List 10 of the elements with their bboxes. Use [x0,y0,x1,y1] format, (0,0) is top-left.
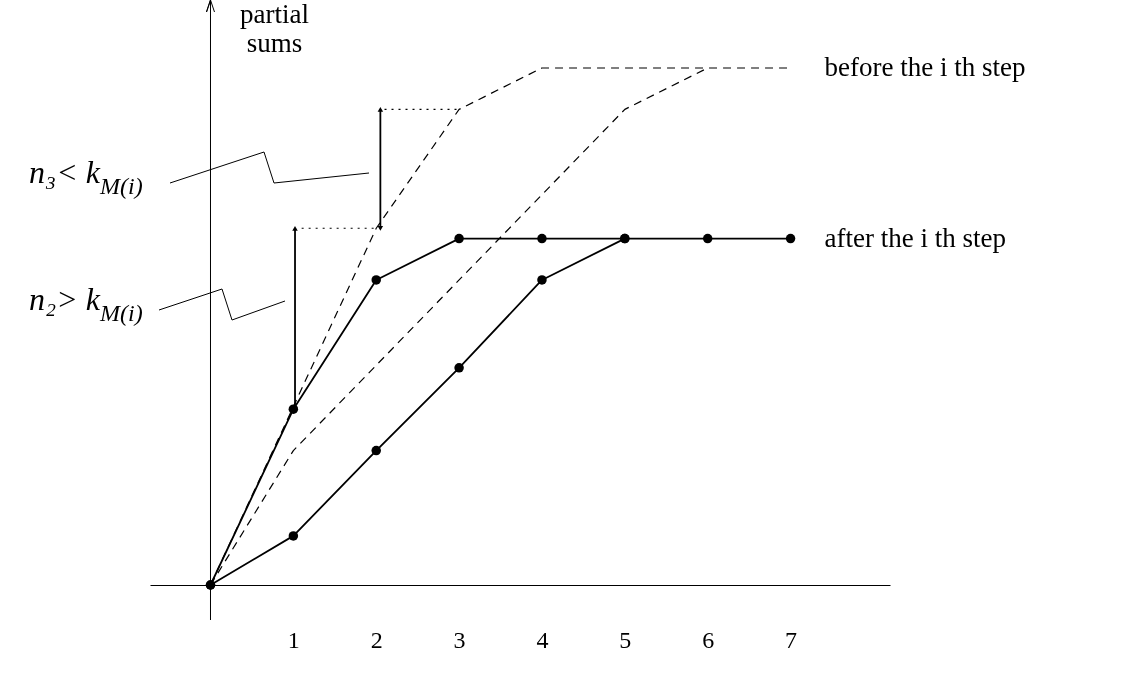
x-tick-label: 6 [702,626,715,653]
annotation: before the i th step [824,52,1026,82]
x-tick-label: 2 [370,626,383,653]
x-tick-label: 5 [619,626,632,653]
x-tick-label: 1 [287,626,300,653]
x-tick-label: 7 [785,626,798,653]
x-tick-label: 4 [536,626,549,653]
x-tick-label: 3 [453,626,466,653]
annotation: after the i th step [824,222,1006,253]
y-axis-title: partial sums [240,0,309,58]
